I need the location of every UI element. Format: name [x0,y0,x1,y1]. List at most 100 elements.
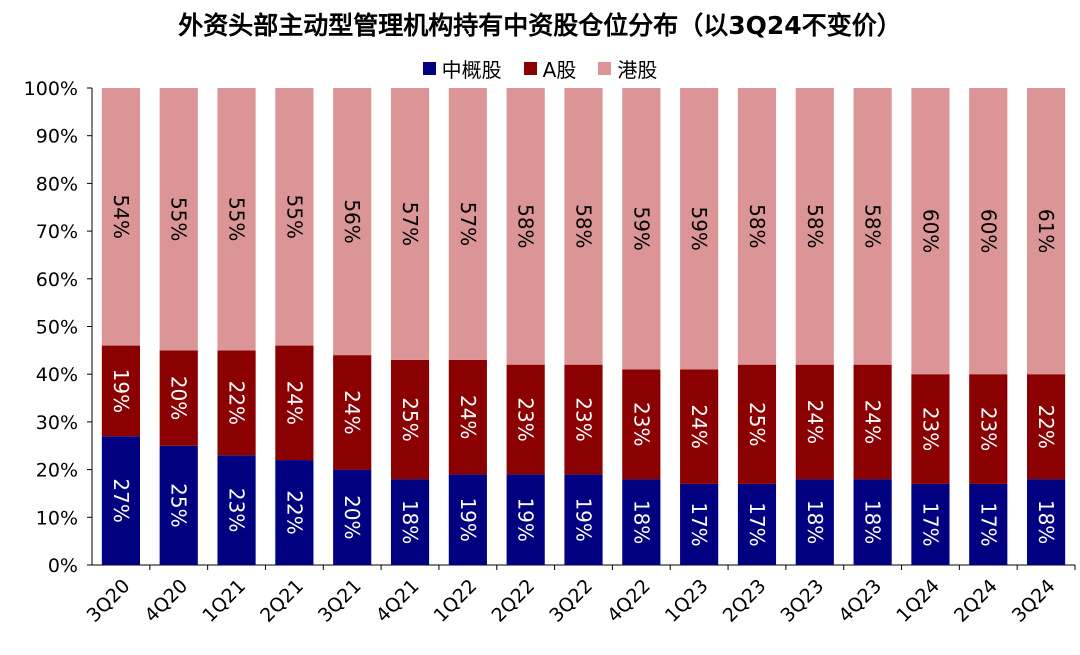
bar-segment [217,350,256,456]
data-label: 19% [109,369,133,413]
legend-swatch-hk [598,62,612,75]
legend-label-zhonggai: 中概股 [441,58,502,82]
bar-segment [333,469,372,565]
bar-segment [159,445,198,565]
data-label: 23% [629,402,653,446]
bar-segment [390,359,430,480]
data-label: 23% [514,397,538,441]
data-label: 23% [976,407,1000,451]
data-label: 58% [745,204,769,248]
data-label: 23% [225,488,249,532]
bar-segment [1027,88,1066,375]
data-label: 20% [340,495,364,539]
data-label: 61% [1034,209,1058,253]
data-label: 54% [109,195,133,239]
data-label: 58% [861,204,885,248]
bar-segment [853,479,892,565]
bar-segment [101,436,140,565]
chart-title: 外资头部主动型管理机构持有中资股仓位分布（以3Q24不变价） [178,11,902,40]
data-label: 58% [803,204,827,248]
data-label: 59% [629,206,653,250]
y-tick-label: 0% [48,555,78,577]
data-label: 22% [282,490,306,534]
x-tick-label: 4Q22 [603,575,655,627]
data-label: 23% [572,397,596,441]
data-label: 19% [514,497,538,541]
bar-segment [275,460,314,565]
data-label: 17% [976,502,1000,546]
x-tick-label: 4Q20 [140,575,192,627]
data-label: 18% [629,500,653,544]
data-label: 25% [167,483,191,527]
bar-segment [680,369,719,484]
data-label: 19% [456,497,480,541]
y-tick-label: 70% [36,221,78,243]
bar-segment [680,483,719,565]
y-tick-label: 100% [24,78,78,100]
data-label: 57% [456,202,480,246]
data-label: 17% [745,502,769,546]
bar-segment [333,355,372,470]
bar-segment [795,364,834,480]
bar-segment [506,364,545,475]
data-label: 55% [282,195,306,239]
y-tick-label: 50% [36,317,78,339]
data-label: 55% [225,197,249,241]
x-tick-label: 1Q23 [661,575,713,627]
data-label: 17% [687,502,711,546]
bar-segment [969,483,1008,565]
legend-item-ashare: A股 [523,54,577,83]
y-tick-label: 90% [36,126,78,148]
legend: 中概股 A股 港股 [0,54,1080,83]
data-label: 24% [861,400,885,444]
data-label: 57% [398,202,422,246]
bar-segment [795,88,834,365]
data-label: 24% [687,404,711,448]
data-label: 55% [167,197,191,241]
bar-segment [159,88,198,351]
bar-segment [680,88,719,370]
x-tick-label: 3Q24 [1008,575,1060,627]
y-tick-label: 80% [36,173,78,195]
data-label: 58% [514,204,538,248]
bar-segment [448,359,487,475]
data-label: 59% [687,206,711,250]
bar-segment [564,364,603,475]
x-tick-label: 3Q23 [777,575,829,627]
bar-segment [217,455,256,565]
data-label: 58% [572,204,596,248]
bar-segment [564,474,603,565]
x-tick-label: 3Q22 [545,575,597,627]
legend-label-ashare: A股 [542,58,577,82]
x-tick-label: 3Q20 [83,575,135,627]
x-tick-label: 3Q21 [314,575,366,627]
bar-segment [1027,479,1066,565]
data-label: 18% [398,500,422,544]
legend-label-hk: 港股 [617,58,658,82]
data-label: 24% [282,381,306,425]
x-tick-label: 1Q22 [430,575,482,627]
y-tick-label: 60% [36,269,78,291]
bar-segment [737,364,777,484]
data-label: 23% [918,407,942,451]
bar-segment [969,88,1008,375]
x-tick-label: 2Q24 [950,575,1002,627]
bar-segment [622,88,661,370]
bar-segment [622,479,661,565]
data-label: 25% [745,402,769,446]
bar-segment [101,88,140,346]
bar-segment [390,479,430,565]
data-label: 18% [861,500,885,544]
bar-segment [853,88,892,365]
y-tick-label: 30% [36,412,78,434]
data-label: 24% [456,395,480,439]
data-label: 20% [167,376,191,420]
bar-segment [275,88,314,346]
bar-segment [737,88,777,365]
data-label: 60% [918,209,942,253]
bar-segment [506,474,545,565]
bar-segment [795,479,834,565]
data-label: 60% [976,209,1000,253]
bar-segment [911,483,950,565]
